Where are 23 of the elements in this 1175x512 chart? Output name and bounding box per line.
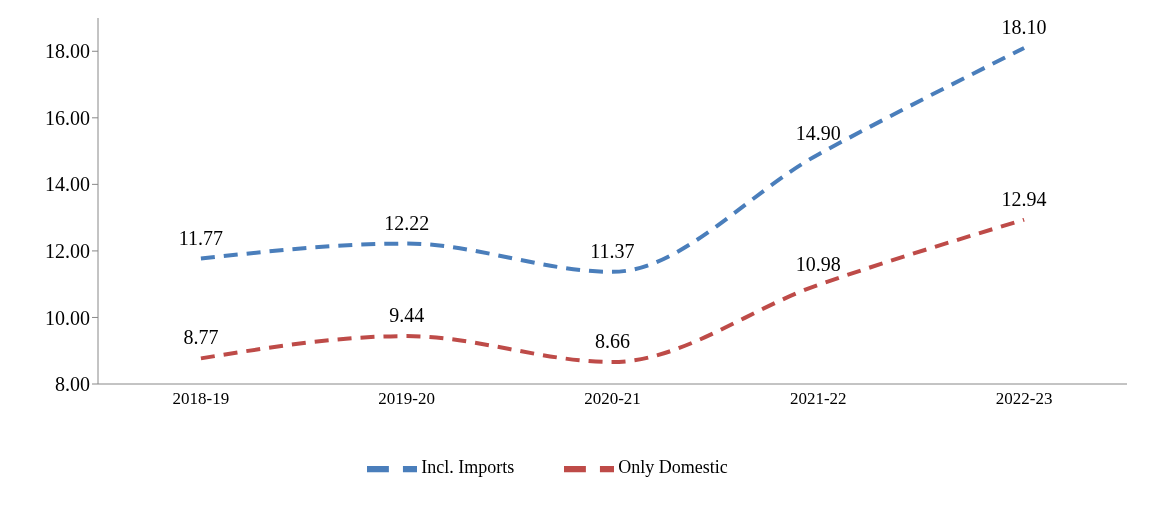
x-tick-label: 2019-20 [378, 389, 436, 409]
x-tick-label: 2021-22 [789, 389, 847, 409]
data-label: 11.77 [178, 226, 224, 249]
data-label: 9.44 [389, 304, 425, 327]
data-label: 18.10 [1001, 15, 1047, 38]
data-label: 8.77 [183, 326, 219, 349]
y-tick-label: 14.00 [45, 173, 90, 196]
y-tick-label: 12.00 [45, 240, 90, 263]
y-tick-label: 10.00 [45, 306, 90, 329]
x-tick-label: 2020-21 [584, 389, 641, 409]
x-tick-label: 2018-19 [172, 389, 230, 409]
y-tick-label: 18.00 [45, 40, 90, 63]
data-label: 10.98 [795, 252, 841, 275]
legend-label: Only Domestic [618, 457, 728, 478]
data-label: 12.22 [384, 211, 430, 234]
x-tick-label: 2022-23 [995, 389, 1053, 409]
data-label: 11.37 [590, 239, 635, 262]
y-tick-label: 16.00 [45, 106, 90, 129]
legend-label: Incl. Imports [421, 457, 515, 478]
data-label: 8.66 [595, 330, 630, 353]
data-label: 14.90 [795, 122, 841, 145]
data-label: 12.94 [1001, 187, 1047, 210]
y-tick-label: 8.00 [55, 373, 90, 396]
